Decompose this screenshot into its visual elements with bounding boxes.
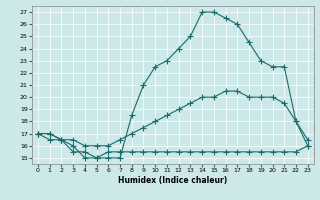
X-axis label: Humidex (Indice chaleur): Humidex (Indice chaleur) bbox=[118, 176, 228, 185]
